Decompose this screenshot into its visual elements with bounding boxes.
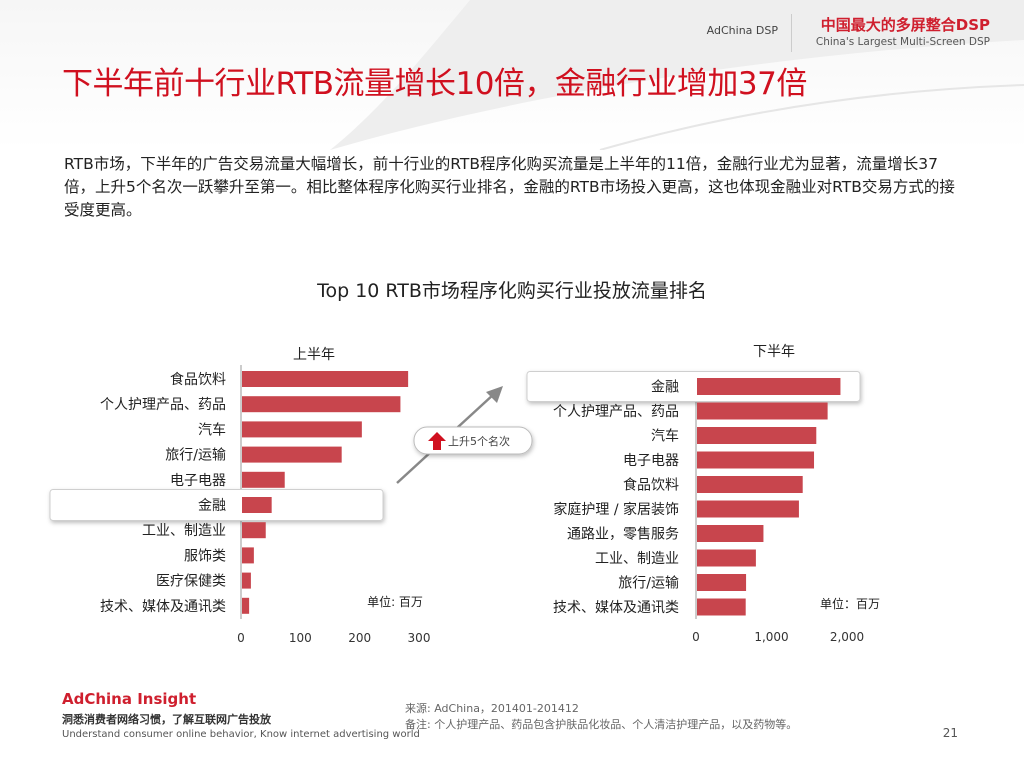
category-label: 服饰类: [184, 548, 226, 564]
category-label: 电子电器: [623, 453, 679, 469]
brand-divider: [791, 14, 792, 52]
unit-note: 单位：百万: [820, 596, 880, 611]
chart-panel-title: 上半年: [293, 347, 335, 363]
category-label: 金融: [651, 380, 679, 396]
x-tick-label: 300: [408, 631, 431, 645]
source-note: 来源: AdChina，201401-201412: [405, 702, 579, 715]
category-label: 工业、制造业: [142, 523, 226, 539]
bar: [697, 451, 815, 469]
up-arrow-icon: [428, 432, 446, 450]
x-tick-label: 0: [692, 630, 700, 644]
bar: [697, 476, 803, 493]
bar: [697, 500, 799, 518]
bar: [242, 497, 272, 513]
category-label: 旅行/运输: [165, 448, 226, 464]
x-tick-label: 200: [348, 631, 371, 645]
slide-title: 下半年前十行业RTB流量增长10倍，金融行业增加37倍: [62, 66, 807, 102]
page-number: 21: [942, 726, 958, 740]
highlight-box: [49, 489, 384, 521]
category-label: 工业、制造业: [595, 551, 679, 567]
category-label: 技术、媒体及通讯类: [553, 600, 679, 616]
unit-note: 单位: 百万: [367, 594, 423, 609]
x-tick-label: 0: [237, 631, 245, 645]
category-label: 个人护理产品、药品: [553, 404, 679, 420]
footer-tagline-en: Understand consumer online behavior, Kno…: [62, 729, 420, 740]
rank-up-callout: 上升5个名次: [396, 386, 533, 484]
x-tick-label: 1,000: [754, 630, 788, 644]
rank-up-label: 上升5个名次: [448, 434, 510, 448]
bar: [697, 402, 828, 420]
brand-slogan-cn: 中国最大的多屏整合DSP: [820, 16, 990, 34]
bar: [242, 572, 251, 589]
category-label: 旅行/运输: [618, 576, 679, 592]
bar: [697, 427, 817, 444]
bar: [242, 547, 254, 564]
category-label: 食品饮料: [623, 477, 679, 494]
footer-tagline-cn: 洞悉消费者网络习惯，了解互联网广告投放: [62, 713, 271, 726]
category-label: 医疗保健类: [156, 574, 226, 590]
bar: [242, 471, 285, 488]
category-label: 汽车: [198, 421, 226, 438]
footer-brand: AdChina Insight 洞悉消费者网络习惯，了解互联网广告投放 Unde…: [62, 690, 420, 740]
bar: [697, 574, 747, 591]
bar: [242, 597, 250, 614]
bar: [697, 549, 756, 567]
bar: [697, 378, 841, 395]
category-label: 个人护理产品、药品: [100, 397, 226, 413]
chart-title: Top 10 RTB市场程序化购买行业投放流量排名: [317, 280, 707, 302]
x-tick-label: 2,000: [830, 630, 864, 644]
brand-adchina-dsp: AdChina DSP: [706, 24, 778, 37]
bar: [697, 525, 764, 542]
bar: [242, 371, 409, 387]
brand-slogan-en: China's Largest Multi-Screen DSP: [815, 36, 990, 48]
footer-source-block: 来源: AdChina，201401-201412 备注: 个人护理产品、药品包…: [405, 701, 797, 733]
chart-first-half: 上半年食品饮料个人护理产品、药品汽车旅行/运输电子电器金融工业、制造业服饰类医疗…: [49, 347, 431, 645]
rank-up-pill: [413, 426, 533, 455]
category-label: 金融: [198, 498, 226, 514]
footer-brand-title: AdChina Insight: [62, 690, 197, 708]
bar: [242, 421, 362, 438]
intro-paragraph: RTB市场，下半年的广告交易流量大幅增长，前十行业的RTB程序化购买流量是上半年…: [64, 155, 955, 219]
remark-note: 备注: 个人护理产品、药品包含护肤品化妆品、个人清洁护理产品，以及药物等。: [405, 718, 798, 731]
bar: [697, 598, 746, 616]
category-label: 通路业，零售服务: [567, 527, 679, 543]
category-label: 食品饮料: [170, 371, 226, 388]
category-label: 家庭护理 / 家居装饰: [553, 501, 679, 518]
bar: [242, 446, 342, 463]
bar: [242, 522, 266, 539]
chart-panel-title: 下半年: [753, 344, 795, 360]
category-label: 汽车: [651, 428, 679, 445]
bar: [242, 396, 401, 413]
header-band: [0, 0, 1024, 150]
x-tick-label: 100: [289, 631, 312, 645]
category-label: 技术、媒体及通讯类: [100, 599, 226, 615]
category-label: 电子电器: [170, 473, 226, 489]
header-swoosh: [330, 0, 1024, 150]
rank-up-arrow-head: [486, 386, 503, 403]
